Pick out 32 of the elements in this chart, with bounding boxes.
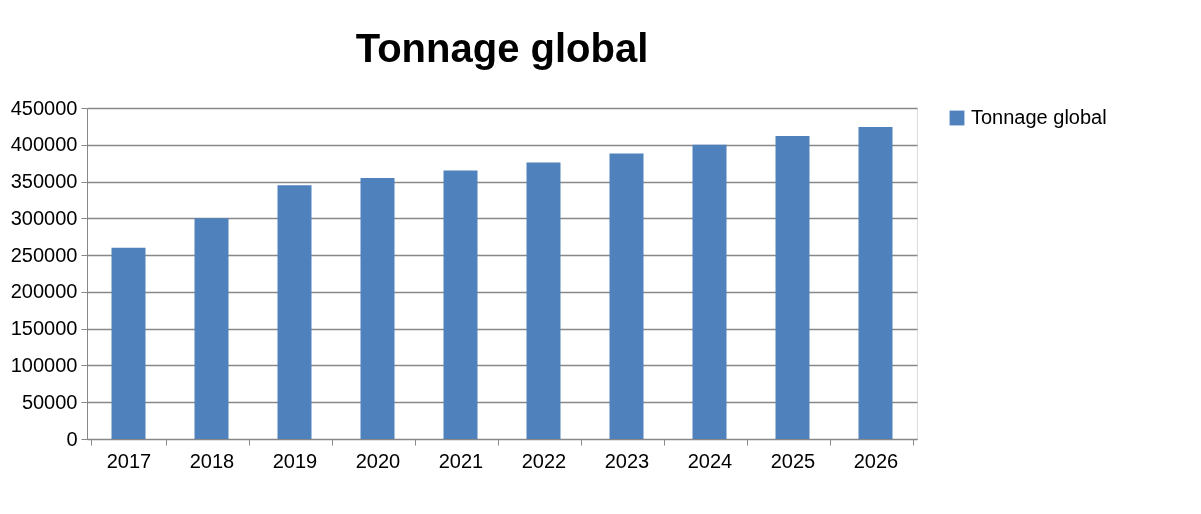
y-tick-label: 150000	[10, 317, 78, 340]
bar	[858, 127, 893, 439]
bar	[775, 135, 810, 439]
x-tick-label: 2022	[521, 449, 567, 472]
y-tick-label: 50000	[21, 390, 78, 413]
x-tick-label: 2018	[189, 449, 235, 472]
y-tick-label: 300000	[10, 206, 78, 229]
y-tick-label: 0	[66, 427, 78, 450]
bar	[443, 170, 478, 439]
x-tick-label: 2026	[853, 449, 899, 472]
x-tick-label: 2025	[770, 449, 816, 472]
x-tick-label: 2020	[355, 449, 401, 472]
y-tick-label: 250000	[10, 243, 78, 266]
bar	[360, 177, 395, 439]
x-tick-label: 2019	[272, 449, 318, 472]
bar	[692, 144, 727, 439]
y-tick-label: 450000	[10, 96, 78, 119]
y-tick-label: 400000	[10, 133, 78, 156]
chart-title: Tonnage global	[355, 26, 649, 70]
y-tick-label: 350000	[10, 170, 78, 193]
x-tick-label: 2017	[106, 449, 152, 472]
legend-label: Tonnage global	[971, 106, 1107, 128]
y-tick-label: 100000	[10, 353, 78, 376]
x-tick-label: 2021	[438, 449, 484, 472]
bar	[111, 247, 146, 439]
bar	[277, 185, 312, 439]
bar	[609, 153, 644, 439]
bar	[526, 162, 561, 439]
x-tick-label: 2024	[687, 449, 733, 472]
y-tick-label: 200000	[10, 280, 78, 303]
bar	[194, 218, 229, 439]
x-tick-label: 2023	[604, 449, 650, 472]
